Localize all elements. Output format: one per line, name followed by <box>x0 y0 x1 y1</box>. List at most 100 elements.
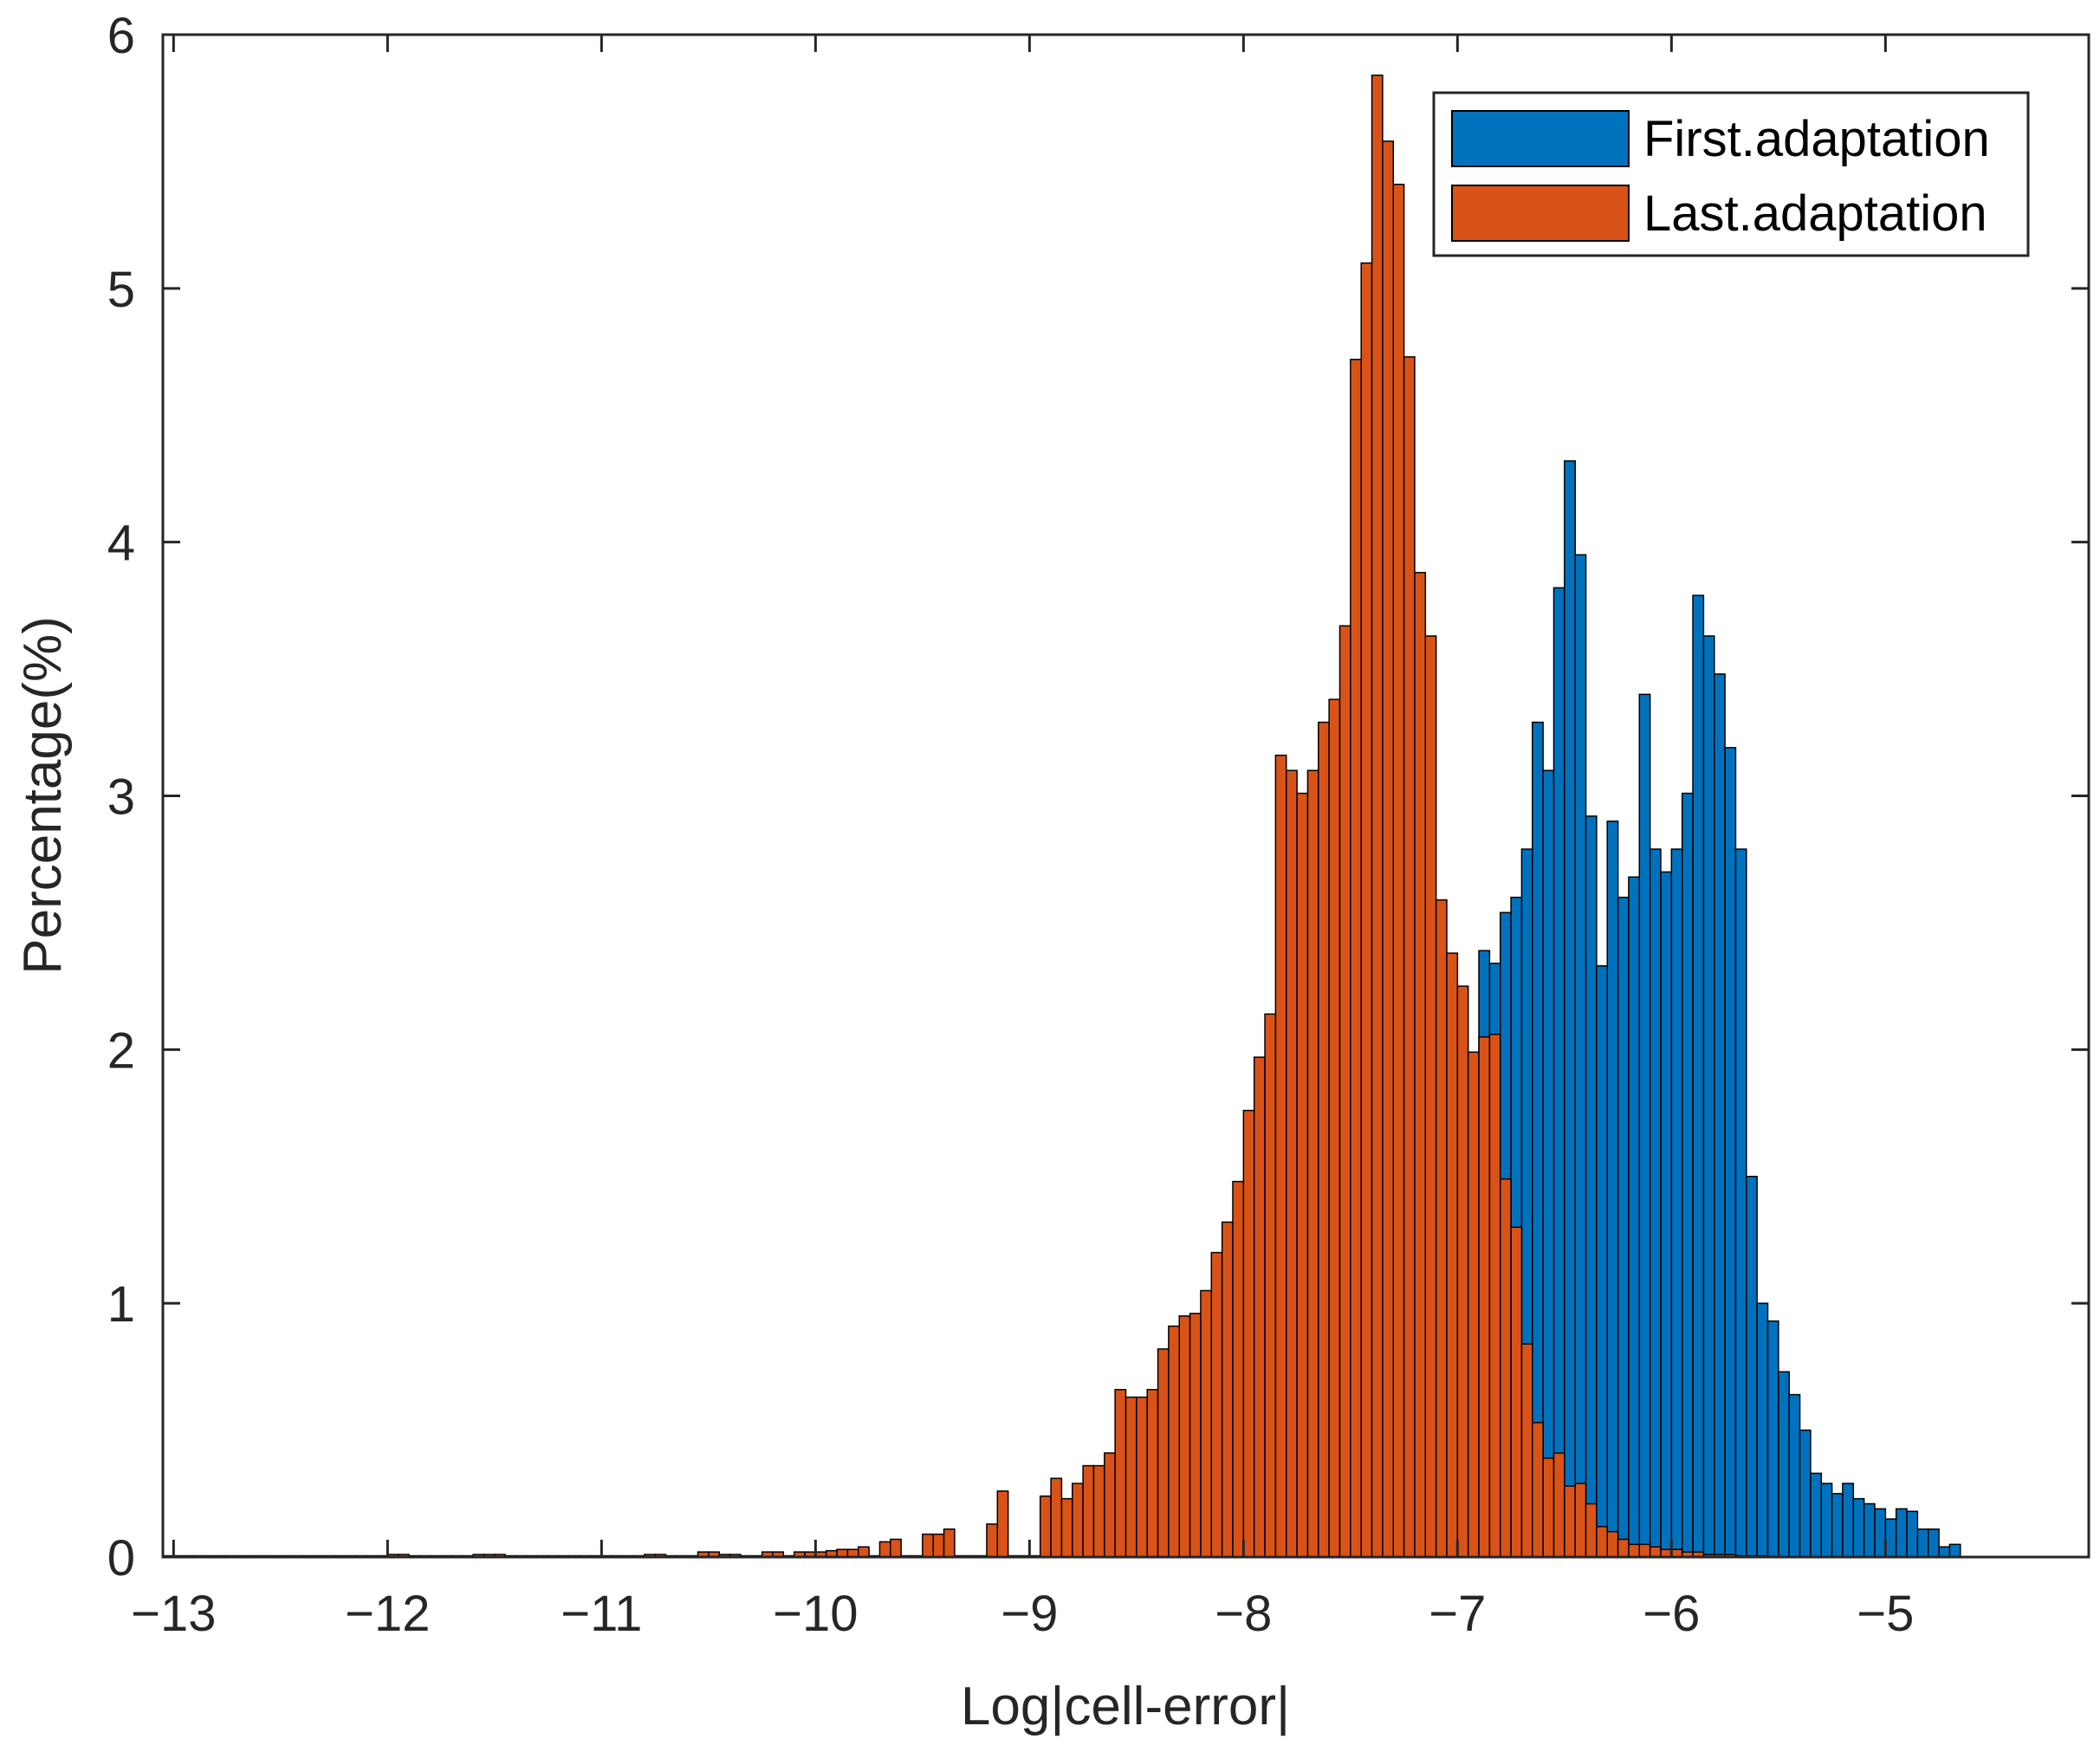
first-adaptation-bar <box>1852 1497 1865 1558</box>
last-adaptation-bar <box>1649 1546 1662 1558</box>
first-adaptation-bar <box>1778 1371 1790 1558</box>
last-adaptation-bar <box>1146 1388 1159 1558</box>
x-tick-label: −9 <box>1001 1586 1058 1642</box>
first-adaptation-bar <box>1756 1302 1769 1558</box>
last-adaptation-bar <box>1382 140 1395 1558</box>
x-tick-label: −12 <box>345 1586 430 1642</box>
legend-label-last-adaptation: Last.adaptation <box>1643 185 1987 242</box>
x-tick-label: −8 <box>1215 1586 1272 1642</box>
x-axis-label: Log|cell-error| <box>961 1677 1290 1736</box>
first-adaptation-bar <box>1895 1508 1908 1558</box>
first-adaptation-bar <box>1660 871 1673 1558</box>
legend: First.adaptation Last.adaptation <box>1432 91 2030 257</box>
y-tick-label: 1 <box>107 1276 135 1333</box>
first-adaptation-bar <box>1617 896 1630 1558</box>
first-adaptation-bar <box>1810 1472 1822 1558</box>
last-adaptation-bar <box>1178 1315 1191 1558</box>
last-adaptation-bar <box>1286 769 1298 1558</box>
last-adaptation-bar <box>1392 184 1405 1558</box>
last-adaptation-bar <box>1264 1013 1277 1558</box>
last-adaptation-bar <box>1318 721 1330 1558</box>
first-adaptation-bar <box>1670 848 1683 1558</box>
last-adaptation-bar <box>1617 1538 1630 1558</box>
last-adaptation-bar <box>1510 1226 1523 1558</box>
last-adaptation-bar <box>943 1528 956 1558</box>
last-adaptation-bar <box>1500 1178 1512 1558</box>
last-adaptation-bar <box>1242 1109 1255 1558</box>
last-adaptation-bar <box>1125 1396 1138 1558</box>
first-adaptation-bar <box>1746 1176 1758 1558</box>
last-adaptation-bar <box>1210 1251 1223 1558</box>
last-adaptation-bar <box>1114 1388 1127 1558</box>
first-adaptation-bar <box>1714 673 1726 1558</box>
first-adaptation-bar <box>1596 964 1609 1558</box>
first-adaptation-bar <box>1542 769 1555 1558</box>
first-adaptation-bar <box>1906 1510 1919 1558</box>
first-adaptation-bar <box>1820 1483 1833 1558</box>
last-adaptation-bar <box>1296 792 1309 1558</box>
x-tick-label: −5 <box>1857 1586 1914 1642</box>
legend-label-first-adaptation: First.adaptation <box>1643 111 1990 167</box>
last-adaptation-bar <box>1403 356 1416 1558</box>
first-adaptation-bar <box>1766 1320 1779 1558</box>
last-adaptation-bar <box>1585 1502 1598 1558</box>
last-adaptation-bar <box>890 1538 902 1558</box>
x-tick-label: −13 <box>131 1586 216 1642</box>
last-adaptation-bar <box>1478 1035 1491 1558</box>
y-axis-label: Percentage(%) <box>13 616 73 975</box>
last-adaptation-bar <box>1072 1483 1084 1558</box>
last-adaptation-bar <box>986 1523 999 1558</box>
last-adaptation-bar <box>1520 1343 1533 1558</box>
last-adaptation-bar <box>1564 1485 1576 1558</box>
last-adaptation-bar <box>1092 1464 1105 1558</box>
last-adaptation-bar <box>1104 1452 1116 1558</box>
last-adaptation-bar <box>1232 1180 1245 1558</box>
first-adaptation-bar <box>1681 792 1694 1558</box>
first-adaptation-bar <box>1831 1493 1844 1558</box>
last-adaptation-bar <box>1435 899 1448 1558</box>
last-adaptation-bar <box>1306 769 1319 1558</box>
first-adaptation-bar <box>1928 1528 1940 1558</box>
legend-swatch-last-adaptation <box>1451 185 1630 242</box>
last-adaptation-bar <box>1542 1457 1555 1558</box>
first-adaptation-bar <box>1724 747 1737 1558</box>
first-adaptation-bar <box>1574 554 1587 1558</box>
first-adaptation-bar <box>1916 1528 1929 1558</box>
first-adaptation-bar <box>1884 1518 1897 1558</box>
last-adaptation-bar <box>1221 1221 1234 1558</box>
first-adaptation-bar <box>1692 594 1705 1558</box>
first-adaptation-bar <box>1564 460 1576 1558</box>
first-adaptation-bar <box>1799 1429 1812 1558</box>
y-tick-label: 3 <box>107 769 135 826</box>
last-adaptation-bar <box>1189 1313 1202 1558</box>
y-axis-ticks: 0 1 2 3 4 5 6 <box>107 8 2089 1587</box>
first-adaptation-bar <box>1874 1508 1887 1558</box>
last-adaptation-bar <box>1424 635 1437 1558</box>
first-adaptation-bar <box>1842 1483 1855 1558</box>
last-adaptation-bar <box>1414 572 1427 1558</box>
first-adaptation-bar <box>1702 635 1715 1558</box>
last-adaptation-bar <box>1371 75 1384 1558</box>
last-adaptation-bar <box>1082 1464 1095 1558</box>
first-adaptation-bar <box>1552 587 1565 1558</box>
last-adaptation-bar <box>1638 1543 1651 1558</box>
last-adaptation-bar <box>1157 1348 1170 1558</box>
last-adaptation-bar <box>1552 1452 1565 1558</box>
y-tick-label: 5 <box>107 262 135 318</box>
last-adaptation-bar <box>1168 1325 1181 1558</box>
last-adaptation-bar <box>1200 1289 1213 1558</box>
first-adaptation-bar <box>1948 1543 1961 1558</box>
last-adaptation-bar <box>1338 625 1351 1558</box>
first-adaptation-bar <box>1628 876 1641 1558</box>
x-tick-label: −10 <box>773 1586 858 1642</box>
first-adaptation-bar <box>1649 848 1662 1558</box>
last-adaptation-bar <box>1628 1543 1641 1558</box>
last-adaptation-bar <box>1574 1483 1587 1558</box>
last-adaptation-bar <box>1350 359 1362 1558</box>
x-tick-label: −11 <box>561 1586 642 1642</box>
y-tick-label: 4 <box>107 516 135 572</box>
last-adaptation-bar <box>1274 754 1287 1558</box>
first-adaptation-bar <box>1788 1393 1801 1558</box>
first-adaptation-bar <box>1585 815 1598 1558</box>
